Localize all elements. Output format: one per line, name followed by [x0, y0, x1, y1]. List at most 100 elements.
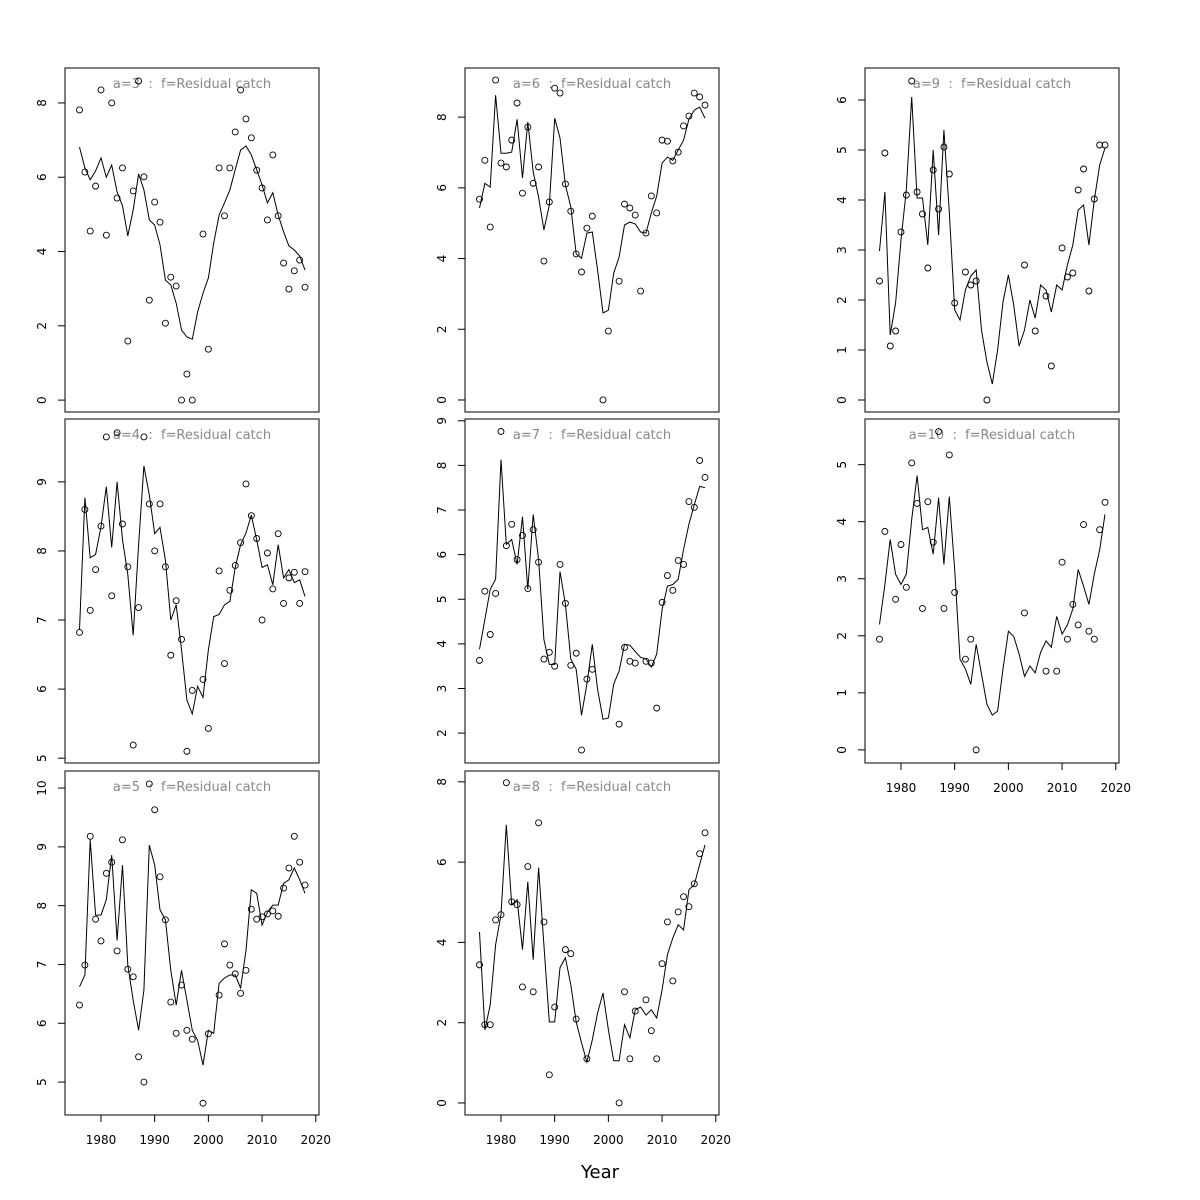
observed-point: [892, 595, 900, 603]
observed-point: [199, 1099, 207, 1107]
observed-point: [1090, 635, 1098, 643]
y-tick-label: 1: [835, 689, 849, 697]
observed-point: [151, 198, 159, 206]
observed-point: [92, 915, 100, 923]
observed-point: [653, 1055, 661, 1063]
observed-point: [881, 149, 889, 157]
observed-point: [285, 864, 293, 872]
observed-point: [696, 93, 704, 101]
observed-point: [161, 319, 169, 327]
y-tick-label: 3: [835, 575, 849, 583]
observed-point: [919, 604, 926, 612]
observed-point: [129, 741, 137, 749]
observed-point: [199, 230, 207, 238]
observed-point: [908, 459, 916, 467]
observed-point: [263, 216, 271, 224]
observed-point: [102, 433, 110, 441]
observed-point: [76, 628, 83, 636]
panel-frame: [64, 67, 320, 413]
x-tick-label: 1990: [539, 1133, 570, 1147]
x-tick-label: 2010: [647, 1133, 678, 1147]
y-tick-label: 2: [35, 322, 49, 330]
observed-point: [519, 189, 526, 197]
observed-point: [215, 164, 223, 172]
panel-title: a=4 : f=Residual catch: [113, 428, 271, 443]
y-tick-label: 8: [435, 462, 449, 470]
observed-point: [972, 746, 980, 754]
observed-point: [226, 164, 234, 172]
observed-point: [658, 960, 666, 968]
observed-point: [935, 428, 943, 436]
observed-point: [86, 606, 94, 614]
y-tick-label: 6: [435, 858, 449, 866]
observed-point: [253, 166, 261, 174]
observed-point: [508, 136, 516, 144]
observed-point: [663, 572, 671, 580]
observed-point: [226, 586, 234, 594]
observed-point: [102, 869, 110, 877]
observed-point: [135, 1053, 143, 1061]
observed-point: [502, 779, 510, 787]
y-tick-label: 0: [35, 396, 49, 404]
panel-frame: [864, 67, 1120, 413]
observed-point: [1085, 287, 1093, 295]
observed-point: [237, 86, 245, 94]
observed-point: [967, 281, 975, 289]
observed-point: [140, 1078, 148, 1086]
observed-point: [1021, 261, 1028, 269]
observed-point: [119, 520, 126, 528]
observed-point: [492, 916, 500, 924]
observed-point: [124, 337, 132, 345]
y-tick-label: 4: [835, 518, 849, 526]
observed-point: [215, 567, 223, 575]
observed-point: [269, 907, 277, 915]
observed-point: [476, 656, 483, 664]
observed-point: [615, 277, 623, 285]
observed-point: [145, 296, 153, 304]
observed-point: [221, 940, 228, 948]
observed-point: [102, 231, 110, 239]
observed-point: [188, 1035, 196, 1043]
panel-title: a=7 : f=Residual catch: [513, 428, 671, 443]
observed-point: [881, 527, 889, 535]
observed-point: [178, 396, 185, 404]
observed-point: [247, 905, 255, 913]
observed-point: [961, 268, 969, 276]
y-tick-label: 4: [35, 248, 49, 256]
observed-point: [135, 77, 143, 85]
observed-point: [535, 819, 543, 827]
observed-point: [269, 151, 277, 159]
observed-point: [1053, 667, 1061, 675]
observed-point: [135, 604, 143, 612]
y-tick-label: 5: [835, 461, 849, 469]
observed-point: [301, 283, 309, 291]
observed-point: [263, 549, 271, 557]
observed-point: [680, 893, 688, 901]
y-tick-label: 8: [435, 113, 449, 121]
y-tick-label: 2: [435, 729, 449, 737]
observed-point: [572, 649, 580, 657]
observed-point: [274, 530, 282, 538]
observed-point: [935, 205, 943, 213]
observed-point: [540, 655, 548, 663]
observed-point: [615, 1099, 623, 1107]
observed-point: [1074, 186, 1082, 194]
observed-point: [145, 500, 153, 508]
observed-point: [285, 285, 293, 293]
observed-point: [663, 918, 671, 926]
observed-point: [1074, 621, 1082, 629]
x-tick-label: 2010: [247, 1133, 278, 1147]
observed-point: [1021, 609, 1028, 617]
observed-point: [481, 156, 489, 164]
y-tick-label: 8: [35, 99, 49, 107]
observed-point: [86, 227, 94, 235]
x-tick-label: 2000: [593, 1133, 624, 1147]
observed-point: [113, 947, 121, 955]
observed-point: [108, 592, 116, 600]
panel-frame: [464, 418, 720, 764]
panel-title: a=8 : f=Residual catch: [513, 780, 671, 795]
panel-title: a=9 : f=Residual catch: [913, 77, 1071, 92]
y-tick-label: 3: [435, 685, 449, 693]
observed-point: [545, 1071, 553, 1079]
observed-point: [290, 267, 298, 275]
